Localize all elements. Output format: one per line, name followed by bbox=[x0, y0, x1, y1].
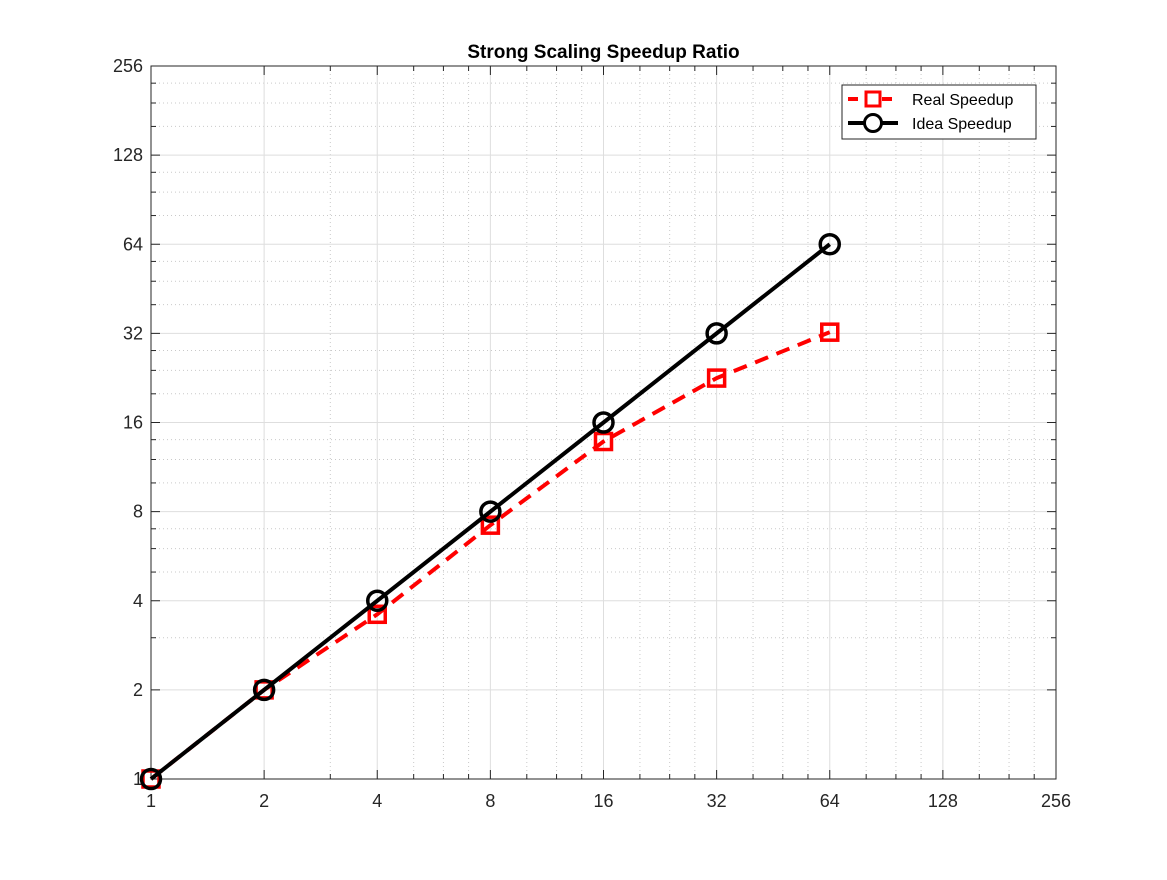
idea-speedup-point bbox=[252, 678, 276, 702]
idea-speedup-line bbox=[149, 242, 831, 781]
y-tick-label: 32 bbox=[123, 323, 143, 343]
idea-speedup-point bbox=[705, 322, 728, 345]
y-tick-label: 2 bbox=[133, 680, 143, 700]
y-tick-label: 4 bbox=[133, 591, 143, 611]
x-tick-label: 16 bbox=[593, 791, 613, 811]
real-speedup-point bbox=[820, 322, 840, 342]
y-tick-label: 16 bbox=[123, 413, 143, 433]
chart-title: Strong Scaling Speedup Ratio bbox=[467, 42, 739, 63]
y-tick-label: 8 bbox=[133, 502, 143, 522]
y-tick-label: 128 bbox=[113, 145, 143, 165]
legend-label-real-speedup: Real Speedup bbox=[912, 92, 1014, 109]
y-tick-label: 64 bbox=[123, 234, 143, 254]
axis-ticks bbox=[150, 65, 1057, 780]
legend-entry-real-speedup: Real Speedup bbox=[848, 90, 1014, 109]
x-tick-label: 128 bbox=[928, 791, 958, 811]
legend-entry-idea-speedup: Idea Speedup bbox=[848, 113, 1012, 133]
legend-label-idea-speedup: Idea Speedup bbox=[912, 116, 1012, 133]
real-speedup-point bbox=[706, 368, 727, 388]
legend-marker-real-speedup bbox=[864, 90, 882, 108]
x-tick-label: 64 bbox=[820, 791, 840, 811]
x-tick-label: 2 bbox=[259, 791, 269, 811]
x-tick-label: 4 bbox=[372, 791, 382, 811]
idea-speedup-point bbox=[139, 767, 163, 791]
series-group bbox=[139, 233, 841, 791]
real-speedup-point bbox=[367, 604, 387, 625]
y-tick-label: 256 bbox=[113, 56, 143, 76]
y-tick-label: 1 bbox=[133, 769, 143, 789]
idea-speedup-series bbox=[139, 233, 841, 791]
legend: Real Speedup Idea Speedup bbox=[841, 84, 1037, 140]
idea-speedup-point bbox=[818, 233, 841, 256]
x-tick-label: 256 bbox=[1041, 791, 1071, 811]
x-tick-label: 8 bbox=[485, 791, 495, 811]
x-tick-label: 32 bbox=[707, 791, 727, 811]
real-speedup-point bbox=[480, 515, 501, 535]
x-axis-tick-labels: 1 2 4 8 16 32 64 128 256 bbox=[146, 791, 1071, 811]
idea-speedup-point bbox=[592, 411, 615, 434]
y-axis-tick-labels: 1 2 4 8 16 32 64 128 256 bbox=[113, 56, 143, 789]
idea-speedup-point bbox=[479, 500, 502, 523]
legend-marker-idea-speedup bbox=[863, 113, 883, 133]
x-tick-label: 1 bbox=[146, 791, 156, 811]
idea-speedup-point bbox=[366, 589, 389, 612]
